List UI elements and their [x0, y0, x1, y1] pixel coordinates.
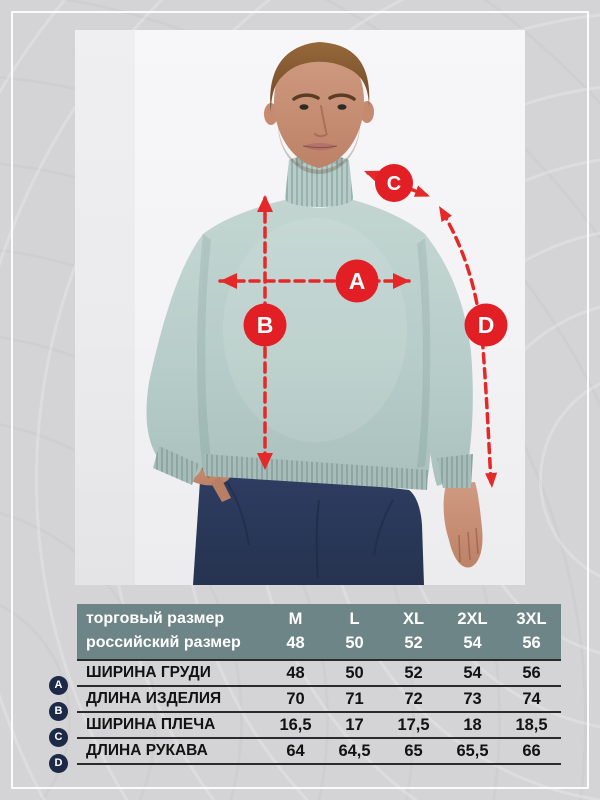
- marker-d-circle: [464, 303, 508, 347]
- row-marker-badge-a: A: [49, 676, 68, 695]
- size-table-header: торговый размер M L XL 2XL 3XL российски…: [77, 604, 561, 659]
- left-eye: [299, 104, 309, 110]
- marker-b-letter: B: [257, 312, 274, 338]
- russian-size-label: российский размер: [86, 634, 241, 651]
- right-hand: [443, 482, 483, 568]
- row-value: 48: [286, 663, 305, 682]
- row-value: 65: [404, 741, 423, 760]
- row-marker-badge-d: D: [49, 754, 68, 773]
- russian-size-value: 48: [286, 633, 305, 652]
- marker-a-circle: [335, 259, 379, 303]
- trousers: [193, 466, 424, 585]
- mouth: [303, 143, 337, 151]
- russian-size-value: 54: [463, 633, 482, 652]
- sweater: [146, 198, 473, 490]
- row-label: ДЛИНА ИЗДЕЛИЯ: [86, 690, 222, 707]
- row-value: 73: [463, 689, 482, 708]
- marker-d-letter: D: [478, 312, 495, 338]
- arrowhead-icon: [393, 273, 410, 289]
- row-value: 64: [286, 741, 305, 760]
- measurement-overlay: A B C D: [218, 164, 508, 488]
- trade-size-value: M: [288, 609, 303, 628]
- arrowhead-icon: [413, 185, 430, 197]
- wall-shadow: [75, 30, 135, 585]
- size-table-body: A ШИРИНА ГРУДИ 48 50 52 54 56 B ДЛИНА ИЗ…: [49, 659, 561, 773]
- arrowhead-icon: [485, 472, 498, 488]
- row-value: 64,5: [338, 741, 371, 760]
- row-label: ШИРИНА ПЛЕЧА: [86, 716, 216, 733]
- row-value: 72: [404, 689, 423, 708]
- size-table: торговый размер M L XL 2XL 3XL российски…: [49, 604, 561, 773]
- trade-size-value: 3XL: [516, 609, 547, 628]
- table-row-shoulder-width: C ШИРИНА ПЛЕЧА 16,5 17 17,5 18 18,5: [49, 713, 561, 747]
- trade-size-value: 2XL: [457, 609, 488, 628]
- row-value: 54: [463, 663, 482, 682]
- marker-b-circle: [243, 303, 287, 347]
- row-marker-badge-c: C: [49, 728, 68, 747]
- eyebrows: [292, 93, 356, 101]
- row-value: 17,5: [397, 715, 430, 734]
- row-value: 18,5: [515, 715, 548, 734]
- model-head: [264, 42, 374, 207]
- nose: [314, 105, 328, 138]
- russian-size-value: 50: [345, 633, 364, 652]
- trade-size-row: торговый размер M L XL 2XL 3XL: [77, 607, 561, 631]
- arrowhead-icon: [439, 206, 452, 222]
- row-value: 16,5: [279, 715, 312, 734]
- face: [274, 48, 364, 168]
- trade-size-value: L: [349, 609, 360, 628]
- row-value: 70: [286, 689, 305, 708]
- marker-a-letter: A: [349, 268, 366, 294]
- row-value: 17: [345, 715, 364, 734]
- measurement-line-d: [439, 206, 498, 488]
- russian-size-row: российский размер 48 50 52 54 56: [77, 631, 561, 655]
- trade-size-value: XL: [402, 609, 425, 628]
- row-value: 65,5: [456, 741, 489, 760]
- row-value: 74: [522, 689, 541, 708]
- hair: [270, 42, 370, 112]
- trade-size-label: торговый размер: [86, 610, 225, 627]
- arrowhead-icon: [257, 195, 273, 212]
- row-marker-badge-b: B: [49, 702, 68, 721]
- row-value: 52: [404, 663, 423, 682]
- arrowhead-icon: [220, 273, 237, 289]
- row-value: 66: [522, 741, 541, 760]
- marker-c-circle: [375, 164, 413, 202]
- model-illustration: A B C D: [75, 30, 508, 585]
- marker-c-letter: C: [387, 173, 401, 195]
- right-eye: [337, 104, 347, 110]
- russian-size-value: 52: [404, 633, 423, 652]
- table-row-product-length: B ДЛИНА ИЗДЕЛИЯ 70 71 72 73 74: [49, 687, 561, 721]
- row-label: ШИРИНА ГРУДИ: [86, 664, 211, 681]
- row-value: 18: [463, 715, 482, 734]
- row-value: 71: [345, 689, 364, 708]
- row-value: 56: [522, 663, 541, 682]
- russian-size-value: 56: [522, 633, 541, 652]
- arrowhead-icon: [257, 453, 273, 470]
- table-row-sleeve-length: D ДЛИНА РУКАВА 64 64,5 65 65,5 66: [49, 739, 561, 773]
- row-value: 50: [345, 663, 364, 682]
- table-row-chest-width: A ШИРИНА ГРУДИ 48 50 52 54 56: [49, 661, 561, 695]
- product-photo: A B C D: [75, 30, 525, 585]
- row-label: ДЛИНА РУКАВА: [86, 742, 208, 759]
